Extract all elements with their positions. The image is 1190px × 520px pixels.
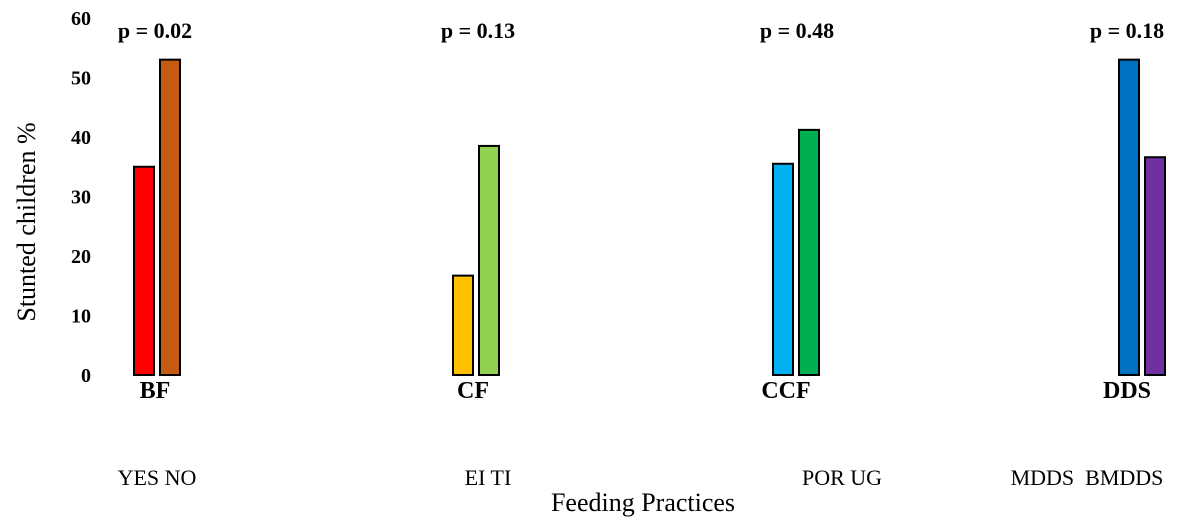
bar-cf-ei	[452, 274, 474, 377]
bar-bf-yes	[133, 165, 155, 376]
category-label: DDS	[1103, 378, 1151, 404]
bar-bf-no	[159, 58, 181, 377]
y-tick-label: 30	[71, 187, 91, 209]
bar-dds-mdds	[1118, 58, 1140, 377]
bars	[133, 58, 1166, 377]
y-tick-label: 50	[71, 68, 91, 90]
y-axis-label: Stunted children %	[12, 122, 41, 321]
y-tick-label: 60	[71, 8, 91, 30]
bar-ccf-por	[772, 162, 794, 376]
y-tick-label: 40	[71, 127, 91, 149]
y-axis-ticks: 0 10 20 30 40 50 60	[71, 8, 91, 387]
bar-sublabels: EI TI	[465, 465, 512, 490]
bar-ccf-ug	[798, 128, 820, 376]
bar-dds-bmdds	[1144, 156, 1166, 376]
p-value-label: p = 0.48	[760, 18, 834, 43]
bar-sublabels: YES NO	[118, 465, 197, 490]
y-tick-label: 20	[71, 246, 91, 268]
category-label: CF	[457, 378, 489, 404]
p-value-label: p = 0.18	[1090, 18, 1164, 43]
p-value-label: p = 0.02	[118, 18, 192, 43]
p-value-label: p = 0.13	[441, 18, 515, 43]
y-tick-label: 0	[81, 365, 91, 387]
category-label: CCF	[761, 378, 810, 404]
category-label: BF	[140, 378, 171, 404]
bar-sublabels: POR UG	[802, 465, 882, 490]
y-tick-label: 10	[71, 306, 91, 328]
x-axis-label: Feeding Practices	[551, 488, 735, 517]
group-labels: p = 0.02 BF YES NO p = 0.13 CF EI TI p = 0.48 C…	[118, 18, 1165, 490]
bar-sublabels: MDDS BMDDS	[1011, 465, 1164, 490]
bar-cf-ti	[478, 144, 500, 376]
